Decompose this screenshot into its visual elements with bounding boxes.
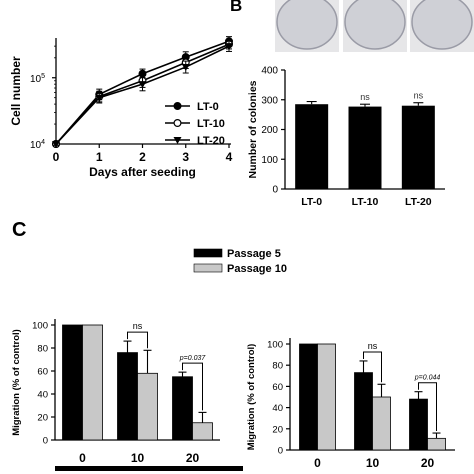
x-tick-label: 3 — [182, 150, 189, 164]
significance-label: ns — [360, 92, 370, 102]
y-tick-label: 20 — [37, 413, 48, 424]
bar-passage-5-10 — [117, 352, 138, 441]
bar-passage-5-20 — [172, 376, 193, 441]
bottom-bar-marker — [55, 466, 243, 471]
legend-label: Passage 5 — [227, 248, 281, 260]
significance-bracket — [182, 362, 203, 411]
bar-passage-10-20 — [427, 437, 446, 451]
y-axis-label: Number of colonies — [247, 80, 259, 178]
bar-lt-10 — [348, 106, 382, 189]
data-point-lt-20 — [52, 141, 60, 148]
data-point-lt-20 — [95, 94, 104, 102]
x-tick-label: 0 — [314, 456, 321, 470]
y-tick-label: 200 — [261, 125, 278, 136]
y-tick-label: 100 — [261, 155, 278, 166]
x-axis-label: Days after seeding — [89, 165, 196, 179]
x-tick-label: 10 — [366, 456, 380, 470]
bar-passage-10-10 — [137, 372, 158, 441]
panel-label-b: B — [230, 0, 242, 15]
bar-passage-5-0 — [62, 324, 83, 441]
bar-passage-10-20 — [192, 422, 213, 441]
y-tick-label: 104 — [30, 139, 45, 151]
y-tick-label: 100 — [267, 340, 283, 351]
bar-passage-10-10 — [372, 396, 391, 451]
y-tick-label: 80 — [37, 344, 48, 355]
legend-marker — [173, 118, 182, 127]
significance-label: p=0.044 — [414, 375, 441, 382]
legend-marker — [173, 137, 182, 144]
significance-label: p=0.037 — [179, 355, 207, 362]
y-axis-label: Migration (% of control) — [246, 344, 257, 451]
y-axis-label: Cell number — [9, 56, 23, 126]
x-tick-label: 10 — [131, 451, 145, 465]
y-tick-label: 40 — [37, 390, 48, 401]
bar-passage-5-20 — [409, 398, 428, 451]
legend-swatch-passage-5 — [193, 248, 223, 258]
x-tick-label: LT-0 — [301, 196, 322, 208]
migration-chart-1: 0 20 40 60 80 100 Migration (% of control) 0 10 2… — [11, 248, 287, 471]
y-tick-label: 0 — [43, 436, 48, 447]
legend-label: Passage 10 — [227, 263, 287, 275]
bar-passage-10-0 — [82, 324, 103, 441]
legend-label: LT-20 — [197, 135, 225, 147]
data-point-lt-20 — [225, 43, 233, 51]
data-point-lt-20 — [181, 64, 190, 72]
y-tick-label: 100 — [32, 321, 48, 332]
y-tick-label: 400 — [261, 66, 278, 77]
x-tick-label: 20 — [421, 456, 435, 470]
y-tick-label: 40 — [272, 403, 283, 414]
bar-lt-0 — [295, 104, 329, 189]
y-tick-label: 300 — [261, 95, 278, 106]
y-tick-label: 20 — [272, 424, 283, 435]
colony-plate-images — [275, 0, 474, 52]
legend-label: LT-10 — [197, 118, 225, 130]
significance-label: ns — [414, 91, 424, 101]
legend-swatch-passage-10 — [193, 263, 223, 273]
bar-lt-20 — [401, 105, 435, 189]
significance-bracket — [363, 351, 382, 383]
x-tick-label: LT-20 — [405, 196, 432, 208]
y-tick-label: 105 — [30, 73, 45, 85]
legend-label: LT-0 — [197, 101, 219, 113]
significance-bracket — [418, 382, 437, 432]
data-point-lt-20 — [138, 81, 147, 89]
panel-label-c: C — [12, 219, 26, 241]
x-tick-label: 4 — [226, 150, 233, 164]
legend-marker — [173, 101, 182, 110]
significance-bracket — [127, 331, 148, 349]
y-tick-label: 60 — [37, 367, 48, 378]
y-tick-label: 0 — [278, 446, 283, 457]
x-tick-label: 2 — [139, 150, 146, 164]
x-tick-label: 0 — [53, 150, 60, 164]
y-axis-label: Migration (% of control) — [11, 329, 22, 436]
x-tick-label: LT-10 — [352, 196, 379, 208]
significance-label: ns — [133, 321, 143, 331]
bar-passage-5-10 — [354, 372, 373, 451]
x-tick-label: 20 — [186, 451, 200, 465]
significance-label: ns — [368, 341, 378, 351]
y-tick-label: 0 — [272, 185, 278, 196]
y-tick-label: 60 — [272, 382, 283, 393]
plate-dish-lt10 — [344, 0, 406, 50]
bar-passage-10-0 — [317, 343, 336, 451]
bar-passage-5-0 — [299, 343, 318, 451]
cell-growth-chart: 0 1 2 3 4 Days after seeding 104 105 Cell number… — [9, 36, 234, 179]
y-tick-label: 80 — [272, 361, 283, 372]
x-tick-label: 0 — [79, 451, 86, 465]
plate-dish-lt20 — [411, 0, 473, 50]
x-tick-label: 1 — [96, 150, 103, 164]
migration-chart-2: 0 20 40 60 80 100 Migration (% of control) 0 10 2… — [246, 338, 455, 470]
plate-dish-lt0 — [276, 0, 338, 50]
